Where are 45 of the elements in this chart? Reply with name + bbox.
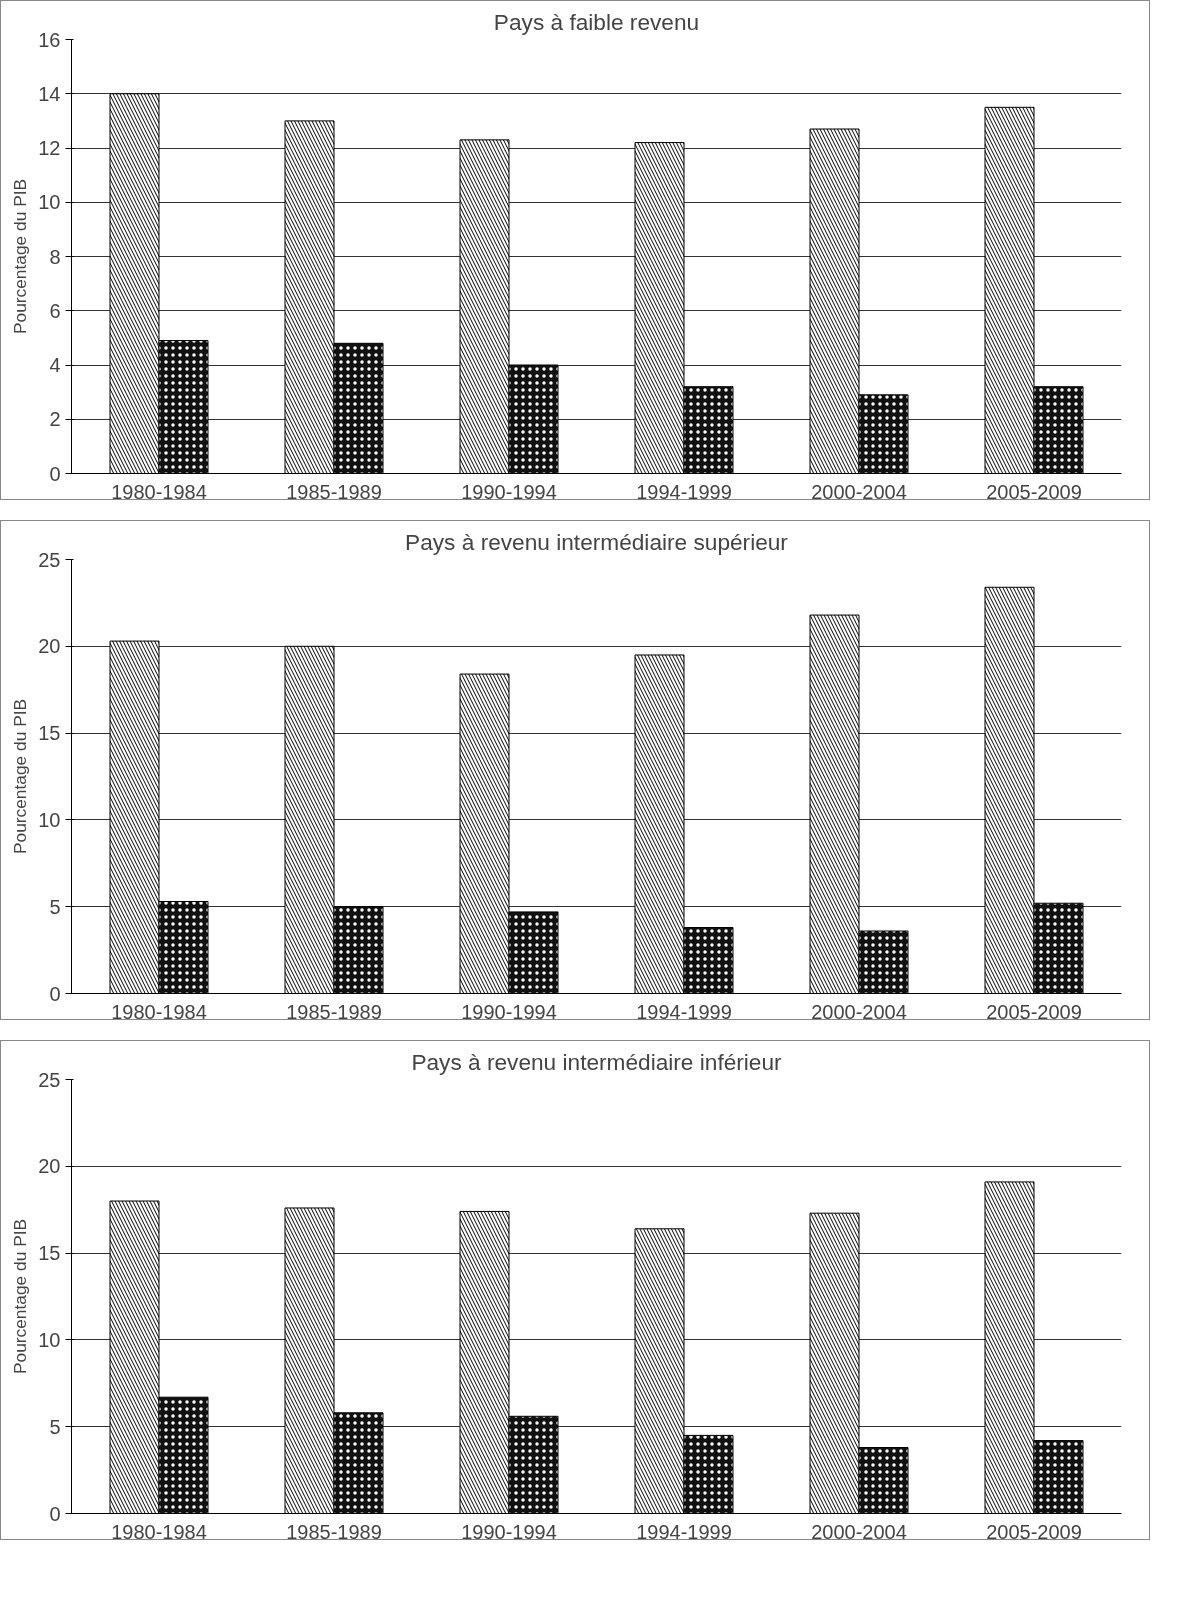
x-tick-label: 1990-1994 (461, 1520, 557, 1543)
chart-title: Pays à revenu intermédiaire supérieur (405, 528, 789, 555)
x-tick-label: 1994-1999 (636, 1000, 732, 1023)
y-tick-label: 0 (49, 1502, 61, 1525)
y-tick-label: 2 (49, 408, 61, 431)
x-tick-label: 1990-1994 (461, 1000, 557, 1023)
y-tick-label: 12 (38, 137, 61, 159)
x-tick-label: 2005-2009 (986, 1000, 1082, 1023)
y-tick-label: 15 (38, 1242, 61, 1265)
y-axis-title: Pourcentage du PIB (10, 698, 31, 855)
x-tick-label: 1994-1999 (636, 480, 732, 503)
y-tick-label: 25 (38, 548, 61, 571)
x-tick-label: 2005-2009 (986, 1520, 1082, 1543)
x-tick-label: 1985-1989 (286, 1520, 382, 1543)
y-tick-label: 20 (38, 635, 61, 658)
x-tick-label: 2000-2004 (811, 480, 907, 503)
y-tick-label: 8 (49, 245, 61, 268)
y-tick-label: 16 (38, 28, 61, 51)
y-tick-label: 4 (49, 354, 61, 376)
x-tick-label: 2000-2004 (811, 1520, 907, 1543)
y-tick-label: 5 (49, 895, 61, 918)
y-axis-title: Pourcentage du PIB (10, 178, 31, 335)
y-tick-label: 15 (38, 722, 61, 745)
x-tick-label: 1985-1989 (286, 480, 382, 503)
y-tick-label: 14 (38, 82, 61, 105)
x-tick-label: 1990-1994 (461, 480, 557, 503)
y-tick-label: 20 (38, 1155, 61, 1178)
x-tick-label: 1980-1984 (111, 480, 207, 503)
y-tick-label: 10 (38, 191, 61, 214)
x-tick-label: 1994-1999 (636, 1520, 732, 1543)
y-tick-label: 5 (49, 1415, 61, 1438)
x-tick-label: 1980-1984 (111, 1000, 207, 1023)
x-tick-label: 2000-2004 (811, 1000, 907, 1023)
y-tick-label: 10 (38, 808, 61, 831)
x-tick-label: 1980-1984 (111, 1520, 207, 1543)
y-tick-label: 25 (38, 1068, 61, 1091)
chart-title: Pays à faible revenu (493, 8, 700, 35)
y-tick-label: 0 (49, 982, 61, 1005)
x-tick-label: 1985-1989 (286, 1000, 382, 1023)
y-tick-label: 10 (38, 1328, 61, 1351)
x-tick-label: 2005-2009 (986, 480, 1082, 503)
y-tick-label: 0 (49, 462, 61, 485)
y-tick-label: 6 (49, 299, 61, 322)
chart-title: Pays à revenu intermédiaire inférieur (411, 1048, 783, 1075)
y-axis-title: Pourcentage du PIB (10, 1218, 31, 1375)
